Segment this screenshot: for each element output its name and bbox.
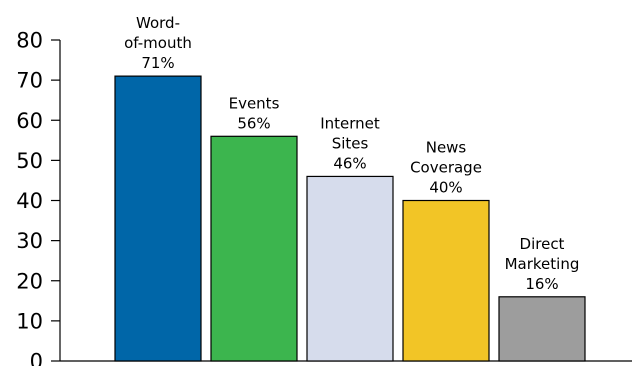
y-tick-label: 20: [16, 269, 43, 293]
category-label: Events: [229, 94, 280, 112]
y-tick-label: 70: [16, 69, 43, 93]
bars: [114, 75, 586, 362]
value-label: 46%: [333, 154, 366, 172]
bar: [114, 75, 202, 362]
value-label: 16%: [525, 275, 558, 293]
category-label: Marketing: [505, 255, 580, 273]
category-label: Word-: [136, 14, 180, 32]
category-label: Internet: [320, 114, 380, 132]
category-label: News: [426, 139, 467, 157]
bar: [210, 135, 298, 362]
y-tick-label: 60: [16, 109, 43, 133]
y-tick-label: 80: [16, 29, 43, 53]
y-tick-label: 0: [30, 350, 43, 366]
y-tick-label: 40: [16, 189, 43, 213]
value-label: 56%: [237, 114, 270, 132]
category-label: Direct: [520, 235, 565, 253]
category-label: Sites: [332, 134, 369, 152]
data-labels: Word-of-mouth 71% Events 56% Internet Sites 46…: [124, 14, 579, 293]
category-label: of-mouth: [124, 34, 192, 52]
y-tick-label: 30: [16, 229, 43, 253]
value-label: 40%: [429, 179, 462, 197]
value-label: 71%: [141, 54, 174, 72]
bar: [306, 175, 394, 362]
category-label: Coverage: [410, 159, 482, 177]
bar: [402, 199, 490, 362]
y-tick-label: 10: [16, 309, 43, 333]
bar: [498, 296, 586, 362]
y-axis-ticks: 0 10 20 30 40 50 60 70 80: [16, 29, 60, 366]
y-tick-label: 50: [16, 149, 43, 173]
